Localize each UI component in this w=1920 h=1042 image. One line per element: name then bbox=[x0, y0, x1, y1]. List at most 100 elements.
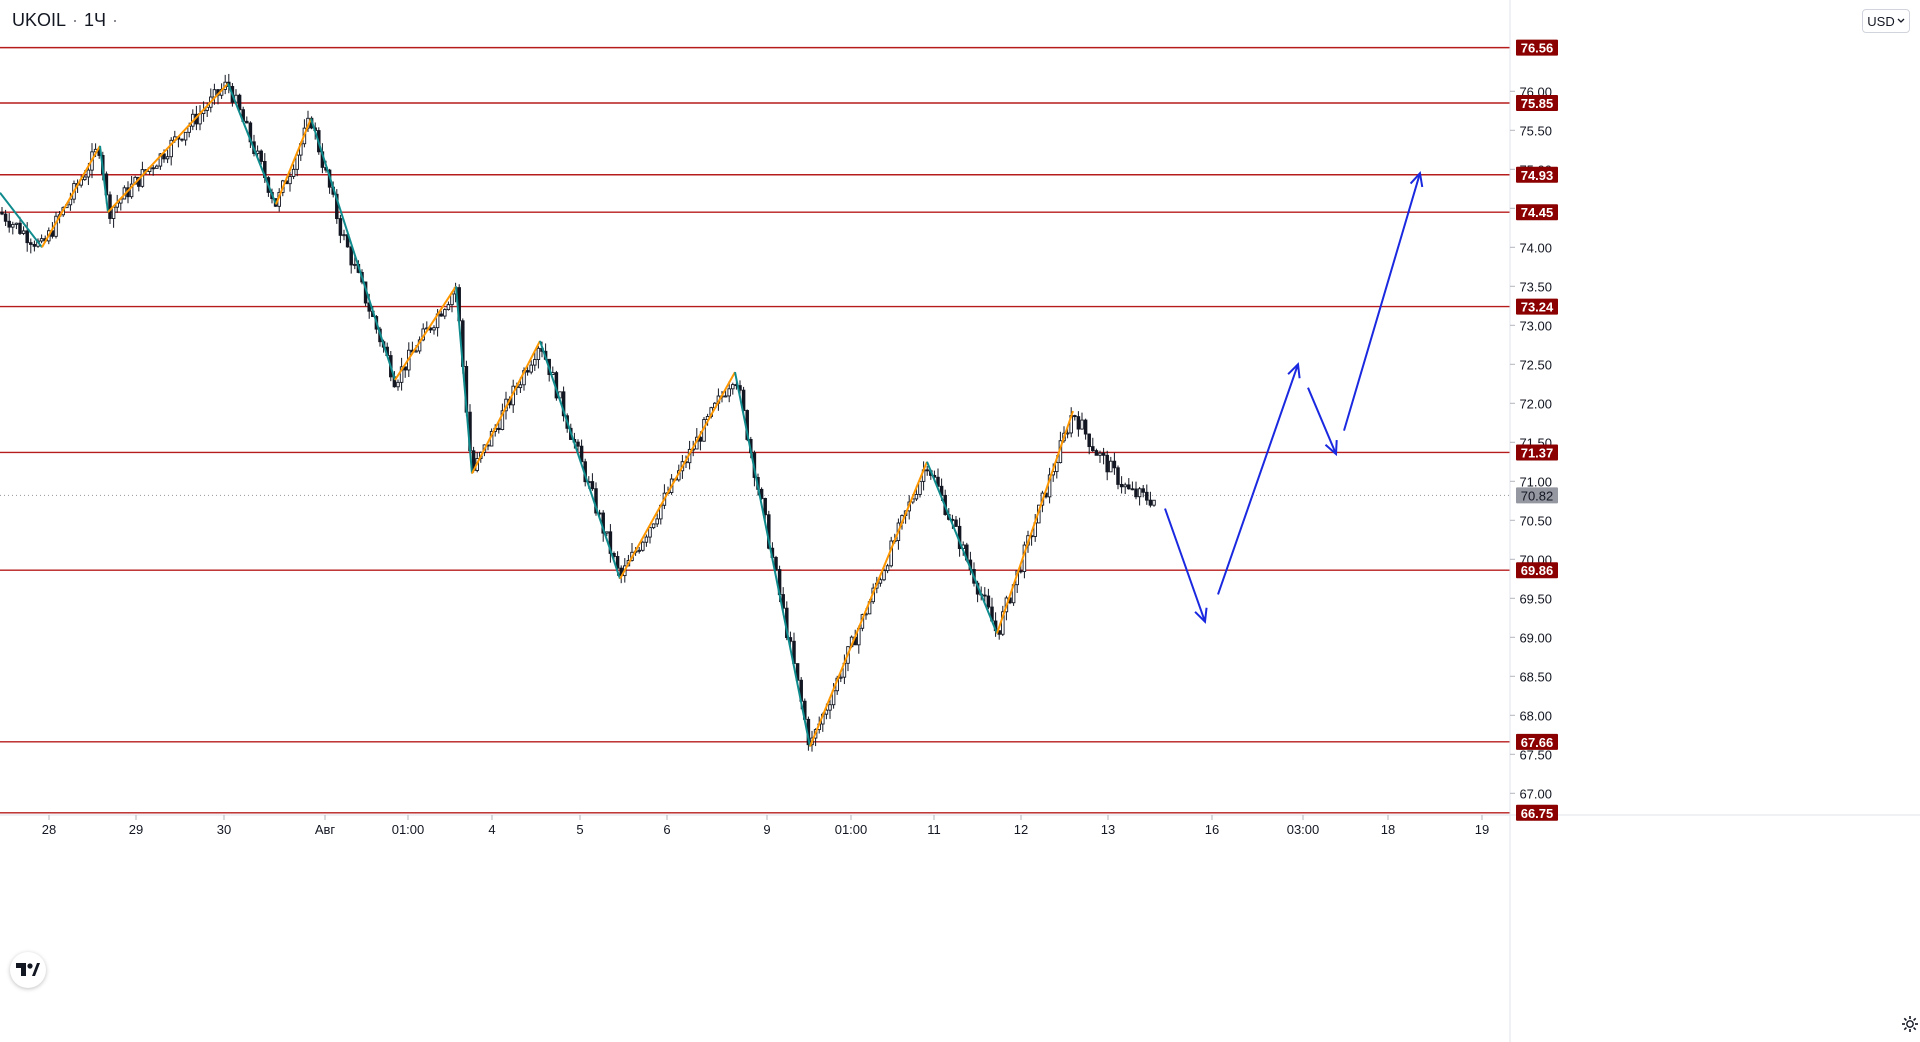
level-label-bg bbox=[1516, 444, 1558, 461]
candle-body bbox=[878, 579, 883, 584]
candle-body bbox=[1109, 460, 1113, 473]
candle-body bbox=[443, 309, 447, 317]
candle-body bbox=[986, 595, 991, 608]
candle-body bbox=[403, 366, 407, 371]
forecast-arrow-head bbox=[1287, 362, 1301, 379]
chevron-down-icon bbox=[1897, 18, 1905, 23]
x-tick-label: 6 bbox=[663, 822, 670, 837]
x-tick-label: 29 bbox=[129, 822, 143, 837]
y-tick-label: 70.50 bbox=[1519, 513, 1552, 528]
candle-body bbox=[1083, 419, 1088, 435]
current-price-label-bg bbox=[1516, 487, 1558, 504]
x-tick-label: 01:00 bbox=[835, 822, 868, 837]
level-label-bg bbox=[1516, 166, 1558, 183]
level-label-bg bbox=[1516, 39, 1558, 56]
x-tick-label: 5 bbox=[576, 822, 583, 837]
x-tick-label: 18 bbox=[1381, 822, 1395, 837]
candle-body bbox=[839, 676, 843, 679]
wave-down-line[interactable] bbox=[310, 118, 396, 381]
wave-down-line[interactable] bbox=[99, 145, 109, 213]
wave-down-line[interactable] bbox=[539, 340, 621, 580]
y-tick-label: 72.50 bbox=[1519, 357, 1552, 372]
currency-selector[interactable]: USD bbox=[1862, 9, 1910, 33]
y-tick-label: 75.50 bbox=[1519, 123, 1552, 138]
x-tick-label: 16 bbox=[1205, 822, 1219, 837]
wave-up-line[interactable] bbox=[107, 82, 229, 213]
candle-body bbox=[1134, 488, 1138, 498]
wave-up-line[interactable] bbox=[471, 340, 541, 474]
wave-up-line[interactable] bbox=[275, 118, 312, 205]
forecast-arrow[interactable] bbox=[1164, 508, 1208, 624]
wave-down-line[interactable] bbox=[0, 192, 43, 248]
y-tick-label: 71.00 bbox=[1519, 474, 1552, 489]
y-tick-label: 73.50 bbox=[1519, 279, 1552, 294]
candle-body bbox=[497, 427, 501, 430]
symbol-name: UKOIL bbox=[12, 10, 67, 30]
candle-body bbox=[828, 704, 832, 711]
wave-up-line[interactable] bbox=[619, 371, 736, 580]
tradingview-logo-icon[interactable] bbox=[10, 952, 46, 988]
forecast-arrow[interactable] bbox=[1343, 170, 1424, 431]
level-label: 74.45 bbox=[1521, 205, 1554, 220]
wave-up-line[interactable] bbox=[394, 285, 457, 381]
y-tick-label: 67.50 bbox=[1519, 747, 1552, 762]
candle-body bbox=[533, 359, 537, 366]
candle-body bbox=[885, 565, 890, 572]
candle-body bbox=[291, 168, 296, 177]
x-tick-label: 11 bbox=[927, 822, 941, 837]
wave-up-line[interactable] bbox=[41, 145, 101, 248]
candle-body bbox=[1137, 488, 1142, 498]
candle-body bbox=[723, 395, 728, 398]
forecast-arrow-head bbox=[1324, 439, 1338, 457]
settings-glyph-icon bbox=[1902, 1016, 1918, 1032]
forecast-arrow[interactable] bbox=[1217, 362, 1301, 595]
candle-body bbox=[7, 220, 11, 228]
candle-body bbox=[414, 350, 418, 353]
forecast-arrow-shaft bbox=[1343, 172, 1421, 431]
y-tick-label: 68.50 bbox=[1519, 669, 1552, 684]
level-label-bg bbox=[1516, 95, 1558, 111]
candle-body bbox=[1112, 460, 1117, 469]
x-tick-label: 13 bbox=[1101, 822, 1115, 837]
wave-down-line[interactable] bbox=[455, 286, 473, 474]
candle-body bbox=[1119, 483, 1124, 488]
candle-body bbox=[349, 246, 353, 266]
candle-body bbox=[1087, 433, 1091, 448]
candle-body bbox=[396, 381, 400, 388]
wave-down-line[interactable] bbox=[734, 371, 811, 747]
tv-glyph-icon bbox=[16, 963, 40, 976]
forecast-arrow-head bbox=[1194, 607, 1208, 624]
forecast-arrow-shaft bbox=[1307, 387, 1337, 455]
candle-body bbox=[83, 176, 87, 181]
candle-body bbox=[1055, 462, 1059, 473]
wave-up-line[interactable] bbox=[996, 410, 1074, 634]
y-tick-label: 68.00 bbox=[1519, 708, 1552, 723]
candle-body bbox=[129, 183, 134, 198]
candle-body bbox=[590, 481, 595, 490]
candle-body bbox=[882, 570, 886, 581]
wave-up-line[interactable] bbox=[809, 461, 928, 747]
wave-down-line[interactable] bbox=[926, 461, 998, 634]
candle-body bbox=[108, 194, 112, 219]
symbol-title[interactable]: UKOIL · 1Ч · bbox=[12, 10, 118, 31]
candle-body bbox=[1073, 415, 1077, 418]
x-tick-label: 19 bbox=[1475, 822, 1489, 837]
candle-body bbox=[1019, 570, 1023, 573]
wave-down-line[interactable] bbox=[227, 83, 277, 205]
candle-body bbox=[727, 388, 731, 397]
candle-body bbox=[774, 556, 778, 571]
candle-body bbox=[25, 230, 29, 244]
candle-body bbox=[529, 364, 533, 373]
candle-body bbox=[111, 206, 116, 219]
level-label-bg bbox=[1516, 804, 1558, 821]
gear-icon[interactable] bbox=[1899, 1013, 1920, 1035]
candle-body bbox=[32, 243, 37, 247]
candle-body bbox=[1098, 452, 1102, 456]
x-tick-label: 9 bbox=[763, 822, 770, 837]
candle-body bbox=[162, 153, 166, 160]
candle-body bbox=[183, 131, 188, 141]
forecast-arrow[interactable] bbox=[1307, 387, 1338, 457]
candle-body bbox=[237, 94, 242, 111]
